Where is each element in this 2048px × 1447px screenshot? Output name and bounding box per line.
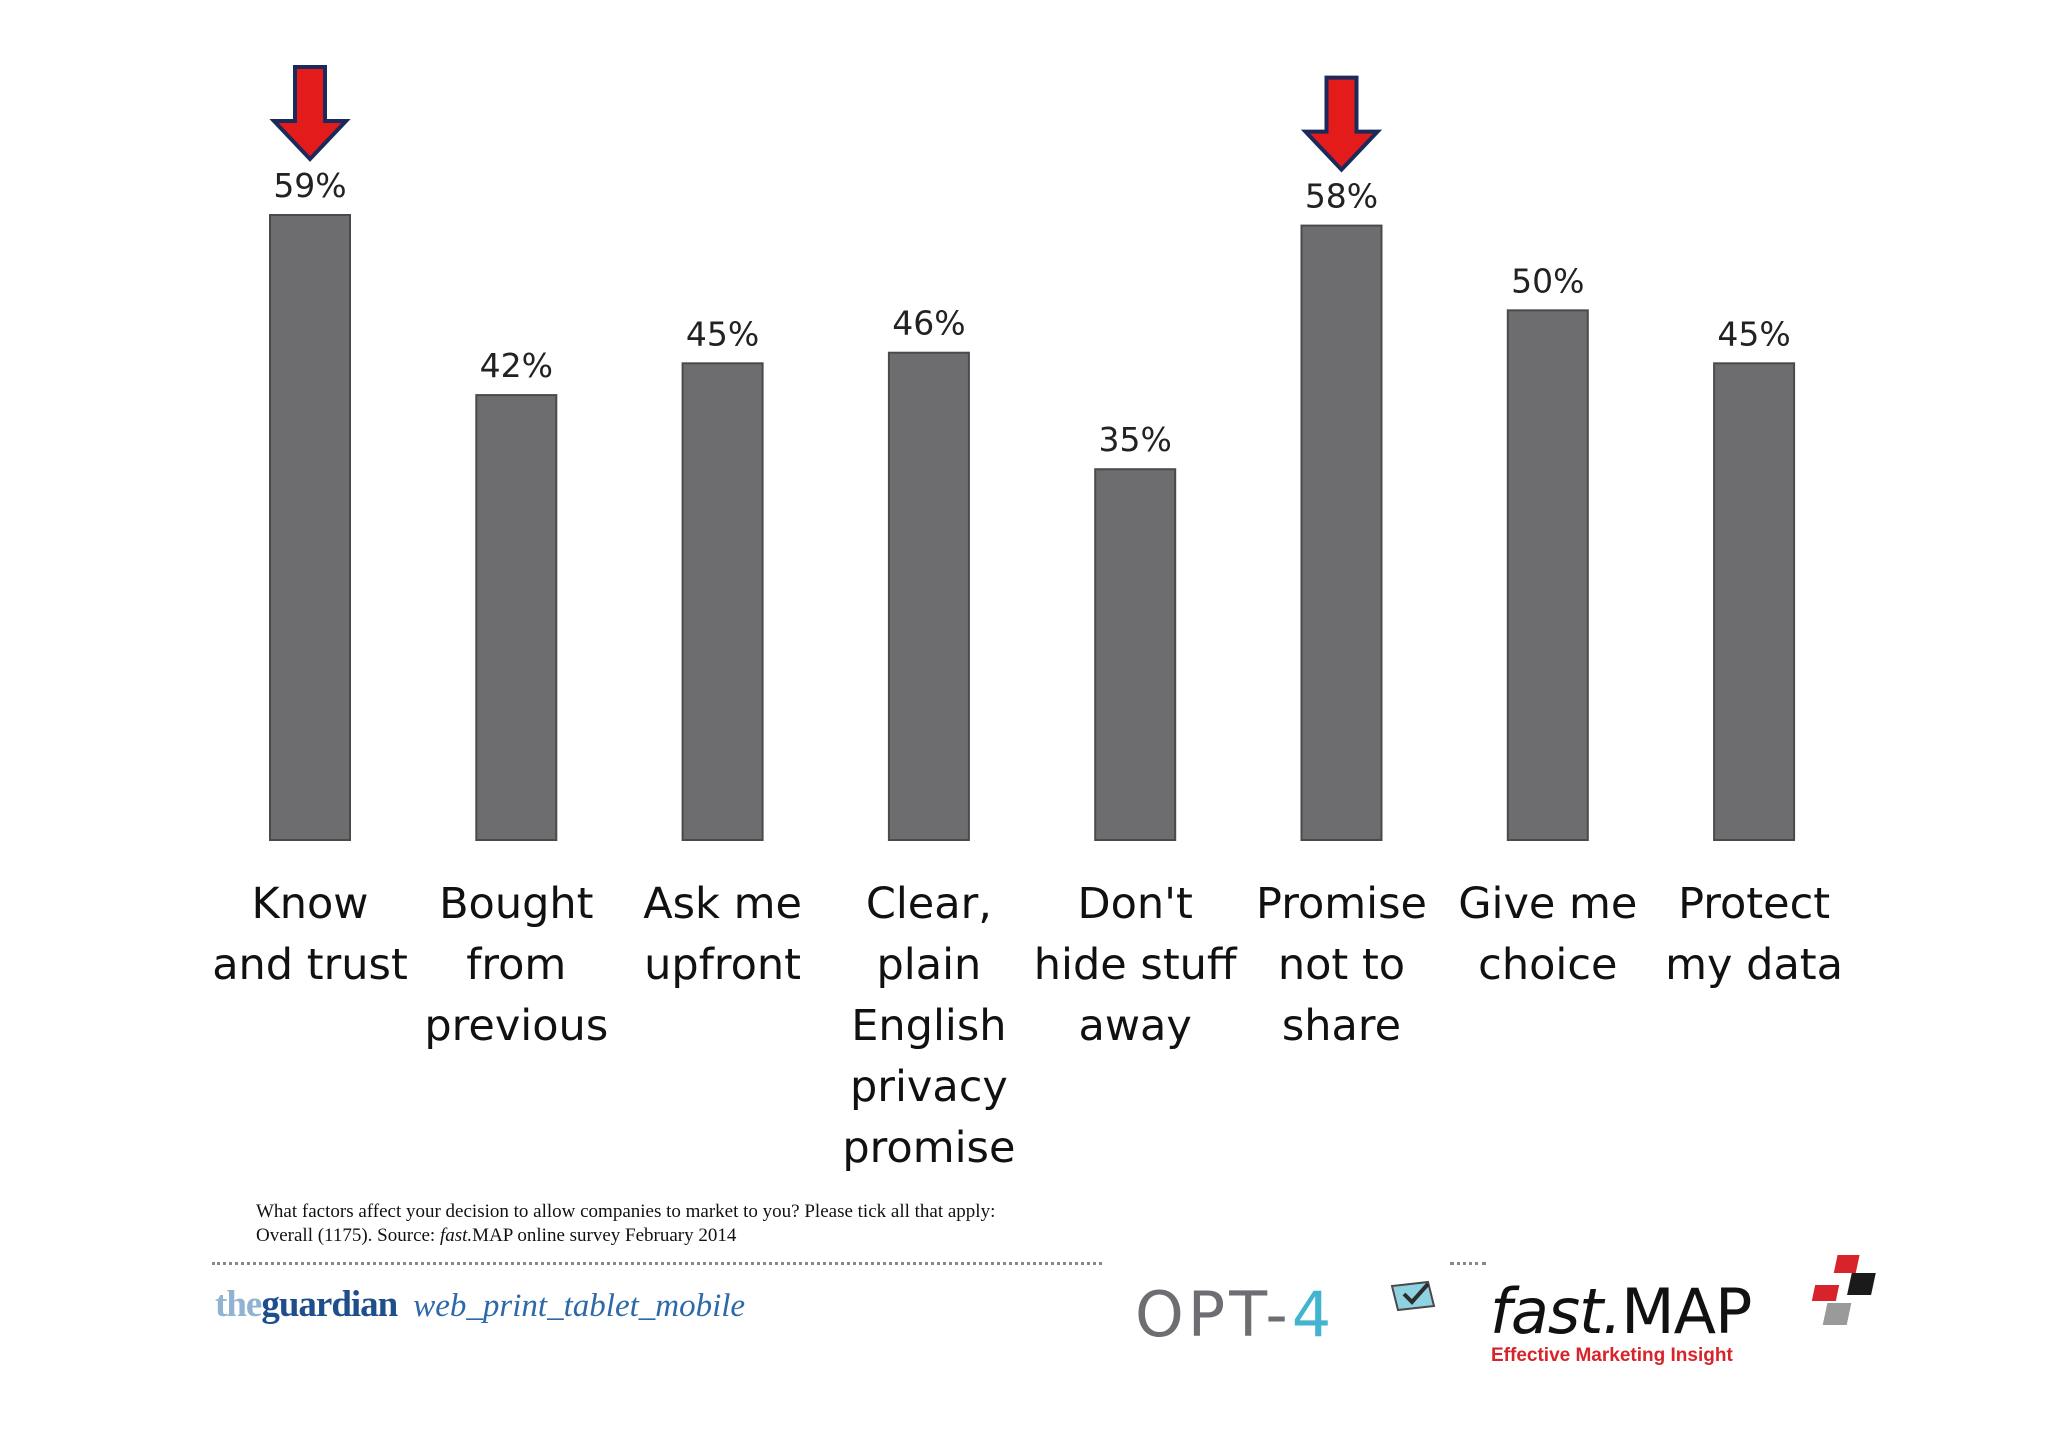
bar-3: [887, 351, 970, 841]
footnote-source-prefix: Overall (1175). Source:: [256, 1225, 440, 1246]
bar-value-label-2: 45%: [686, 314, 759, 353]
fastmap-logo-fast: fast.: [1490, 1275, 1622, 1348]
bar-0: [269, 214, 351, 841]
category-label-line: Protect: [1678, 879, 1831, 929]
guardian-logo: theguardian web_print_tablet_mobile: [215, 1283, 745, 1333]
category-label-line: not to: [1277, 940, 1406, 990]
category-label-line: Don't: [1077, 879, 1193, 929]
bar-value-label-7: 45%: [1717, 314, 1790, 353]
bar-value-label-5: 58%: [1305, 177, 1378, 216]
category-label-line: choice: [1478, 940, 1618, 990]
category-label-0: Know and trust: [205, 874, 415, 996]
category-label-line: away: [1078, 1001, 1192, 1051]
guardian-logo-the: the: [215, 1284, 262, 1325]
category-label-line: share: [1281, 1001, 1402, 1051]
category-label-line: and trust: [212, 940, 408, 990]
category-label-4: Don't hide stuff away: [1030, 874, 1240, 1057]
dotted-divider: [212, 1262, 1102, 1265]
category-label-line: plain: [876, 940, 982, 990]
highlight-arrow-icon-5: [1300, 75, 1383, 173]
category-label-7: Protect my data: [1649, 874, 1859, 996]
category-label-line: upfront: [644, 940, 802, 990]
bar-value-label-6: 50%: [1511, 261, 1584, 300]
category-label-line: previous: [424, 1001, 609, 1051]
category-label-line: my data: [1665, 940, 1844, 990]
opt4-logo-number: 4: [1291, 1278, 1336, 1351]
bar-4: [1094, 468, 1177, 841]
opt4-logo: OPT-4: [1135, 1278, 1455, 1351]
footnote-source: Overall (1175). Source: fast.MAP online …: [256, 1224, 995, 1248]
checkbox-icon: [1390, 1280, 1436, 1312]
bar-1: [475, 394, 558, 841]
bar-value-label-0: 59%: [273, 166, 346, 205]
category-label-line: hide stuff: [1033, 940, 1237, 990]
category-label-line: English: [851, 1001, 1007, 1051]
bar-value-label-1: 42%: [480, 346, 553, 385]
fastmap-squares-icon: [1811, 1255, 1876, 1325]
category-label-line: Promise: [1256, 879, 1427, 929]
bar-value-label-3: 46%: [892, 304, 965, 343]
bar-5: [1300, 224, 1383, 842]
opt4-logo-prefix: OPT-: [1135, 1278, 1292, 1351]
opt4-logo-text: OPT-4: [1135, 1278, 1335, 1351]
highlight-arrow-icon-0: [269, 65, 351, 162]
bar-2: [681, 362, 764, 841]
fastmap-tagline: Effective Marketing Insight: [1491, 1345, 1733, 1366]
category-label-line: Know: [251, 879, 369, 929]
category-label-line: Clear,: [865, 879, 992, 929]
category-label-line: promise: [842, 1123, 1016, 1173]
dotted-divider-short: [1450, 1262, 1486, 1265]
footnote-question: What factors affect your decision to all…: [256, 1201, 996, 1222]
bar-7: [1713, 362, 1796, 841]
category-label-3: Clear, plain English privacy promise: [824, 874, 1034, 1179]
category-label-line: Give me: [1458, 879, 1638, 929]
category-label-line: from: [466, 940, 567, 990]
category-label-line: Bought: [439, 879, 594, 929]
category-label-line: privacy: [849, 1062, 1008, 1112]
guardian-tagline: web_print_tablet_mobile: [413, 1288, 746, 1324]
bar-value-label-4: 35%: [1099, 420, 1172, 459]
fastmap-logo-map: MAP: [1621, 1275, 1752, 1348]
category-label-1: Bought from previous: [411, 874, 621, 1057]
category-label-line: Ask me: [643, 879, 802, 929]
category-label-5: Promise not to share: [1237, 874, 1447, 1057]
category-label-6: Give me choice: [1443, 874, 1653, 996]
survey-footnote: What factors affect your decision to all…: [256, 1200, 995, 1248]
footnote-source-brand: fast.: [439, 1225, 473, 1246]
fastmap-logo: fast.MAP Effective Marketing Insight: [1490, 1255, 1910, 1375]
fastmap-logo-word: fast.MAP: [1490, 1275, 1752, 1348]
guardian-logo-name: guardian: [261, 1284, 398, 1325]
bar-6: [1506, 309, 1589, 841]
category-label-2: Ask me upfront: [618, 874, 828, 996]
footnote-source-suffix: MAP online survey February 2014: [472, 1225, 737, 1246]
